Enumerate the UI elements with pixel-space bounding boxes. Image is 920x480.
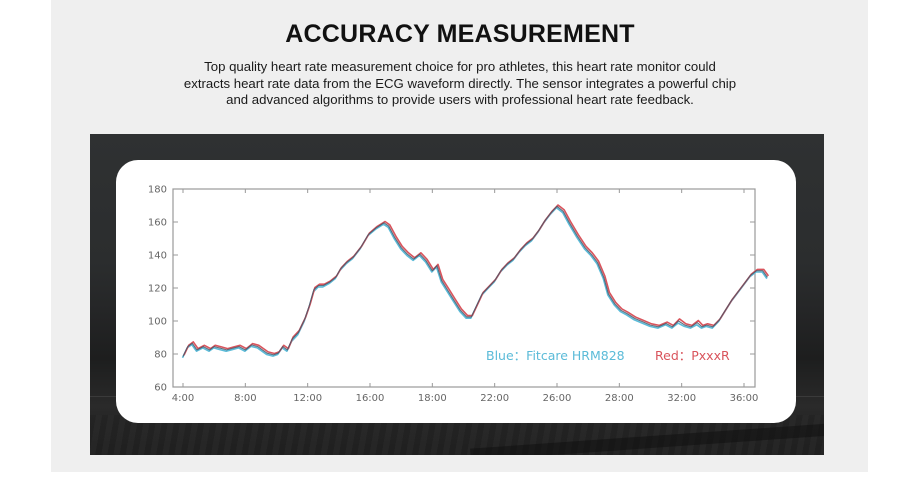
chart-card: [116, 160, 796, 423]
chart-axes: 60 80 100 120 140 160 180 4:00 8:00 12:00 16:00 18:…: [148, 185, 759, 405]
x-tick-label: 4:00: [172, 393, 194, 404]
page-title: ACCURACY MEASUREMENT: [285, 20, 635, 48]
x-tick-label: 32:00: [667, 393, 696, 404]
x-tick-label: 16:00: [356, 393, 385, 404]
y-tick-label: 160: [148, 218, 167, 229]
y-tick-label: 140: [148, 251, 167, 262]
y-tick-label: 180: [148, 185, 167, 196]
chart-legend: Blue：Fitcare HRM828 Red：PxxxR: [486, 348, 730, 363]
legend-blue-label: Blue：Fitcare HRM828: [486, 348, 625, 363]
y-tick-label: 60: [154, 383, 167, 394]
x-tick-label: 12:00: [293, 393, 322, 404]
x-tick-label: 26:00: [543, 393, 572, 404]
x-tick-label: 18:00: [418, 393, 447, 404]
blue-series-line: [181, 206, 768, 359]
red-series-line: [183, 204, 770, 356]
x-tick-label: 28:00: [605, 393, 634, 404]
x-tick-label: 8:00: [234, 393, 256, 404]
overlap-line: [182, 205, 768, 357]
y-tick-label: 80: [154, 350, 167, 361]
y-tick-label: 100: [148, 317, 167, 328]
x-tick-label: 22:00: [480, 393, 509, 404]
page-description: Top quality heart rate measurement choic…: [183, 59, 737, 108]
x-tick-label: 36:00: [730, 393, 759, 404]
chart-lines: [181, 204, 770, 359]
legend-red-label: Red：PxxxR: [655, 348, 730, 363]
y-tick-label: 120: [148, 284, 167, 295]
